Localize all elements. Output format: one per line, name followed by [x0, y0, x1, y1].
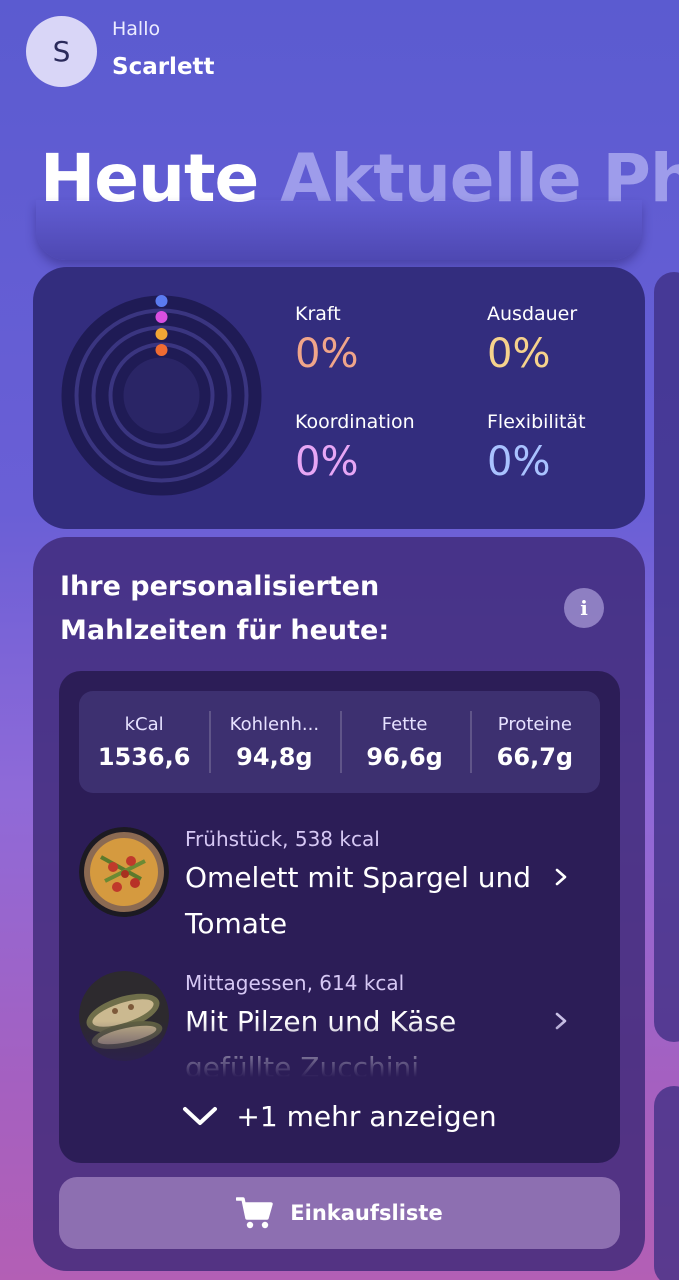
meal-item-breakfast[interactable]: Frühstück, 538 kcal Omelett mit Spargel …: [79, 827, 600, 947]
stat-kraft: Kraft 0%: [295, 303, 358, 377]
stat-flexibilitaet: Flexibilität 0%: [487, 411, 586, 485]
macro-protein: Proteine 66,7g: [469, 691, 600, 793]
next-page-card[interactable]: [654, 272, 679, 1042]
macro-value: 96,6g: [366, 742, 443, 771]
shopping-list-button[interactable]: Einkaufsliste: [59, 1177, 620, 1249]
macro-label: Kohlenh...: [229, 713, 320, 735]
meal-plan-panel: kCal 1536,6 Kohlenh... 94,8g Fette 96,6g…: [59, 671, 620, 1163]
collapsed-card[interactable]: [36, 200, 642, 260]
omelette-image: [79, 827, 169, 917]
chevron-right-icon: [555, 868, 567, 886]
progress-rings-icon: [61, 295, 262, 496]
chevron-down-icon: [183, 1107, 218, 1125]
username: Scarlett: [112, 54, 215, 80]
stat-value: 0%: [487, 331, 551, 377]
macro-carbs: Kohlenh... 94,8g: [209, 691, 339, 793]
stat-value: 0%: [295, 439, 359, 485]
info-icon[interactable]: i: [564, 588, 604, 628]
list-fade-overlay: [59, 1021, 620, 1101]
shopping-cart-icon: [236, 1197, 274, 1229]
stat-value: 0%: [487, 439, 551, 485]
avatar[interactable]: S: [26, 16, 97, 87]
meals-card: Ihre personalisierten Mahlzeiten für heu…: [33, 537, 645, 1271]
stat-koordination: Koordination 0%: [295, 411, 415, 485]
meal-subtitle: Frühstück, 538 kcal: [185, 827, 380, 851]
macro-fat: Fette 96,6g: [339, 691, 470, 793]
show-more-label: +1 mehr anzeigen: [236, 1099, 497, 1133]
macro-value: 1536,6: [97, 742, 191, 771]
stat-label: Flexibilität: [487, 411, 586, 433]
stat-label: Koordination: [295, 411, 415, 433]
stat-label: Kraft: [295, 303, 341, 325]
macro-value: 94,8g: [236, 742, 313, 771]
macro-label: Proteine: [497, 713, 572, 735]
stat-value: 0%: [295, 331, 359, 377]
macro-value: 66,7g: [496, 742, 574, 771]
info-icon-glyph: i: [580, 596, 588, 620]
stat-ausdauer: Ausdauer 0%: [487, 303, 577, 377]
macro-kcal: kCal 1536,6: [79, 691, 209, 793]
fitness-stats-card[interactable]: Kraft 0% Ausdauer 0% Koordination 0% Fle…: [33, 267, 645, 529]
avatar-initial: S: [52, 35, 71, 68]
meals-title: Ihre personalisierten Mahlzeiten für heu…: [60, 571, 390, 646]
macro-summary: kCal 1536,6 Kohlenh... 94,8g Fette 96,6g…: [79, 691, 600, 793]
meal-name: Omelett mit Spargel und Tomate: [185, 861, 532, 940]
macro-label: kCal: [124, 713, 164, 735]
macro-label: Fette: [381, 713, 428, 735]
stat-label: Ausdauer: [487, 303, 578, 325]
meal-subtitle: Mittagessen, 614 kcal: [185, 971, 405, 995]
show-more-button[interactable]: +1 mehr anzeigen: [59, 1091, 620, 1141]
greeting: Hallo: [112, 18, 161, 40]
shopping-list-label: Einkaufsliste: [290, 1201, 443, 1225]
next-page-card-lower[interactable]: [654, 1086, 679, 1280]
